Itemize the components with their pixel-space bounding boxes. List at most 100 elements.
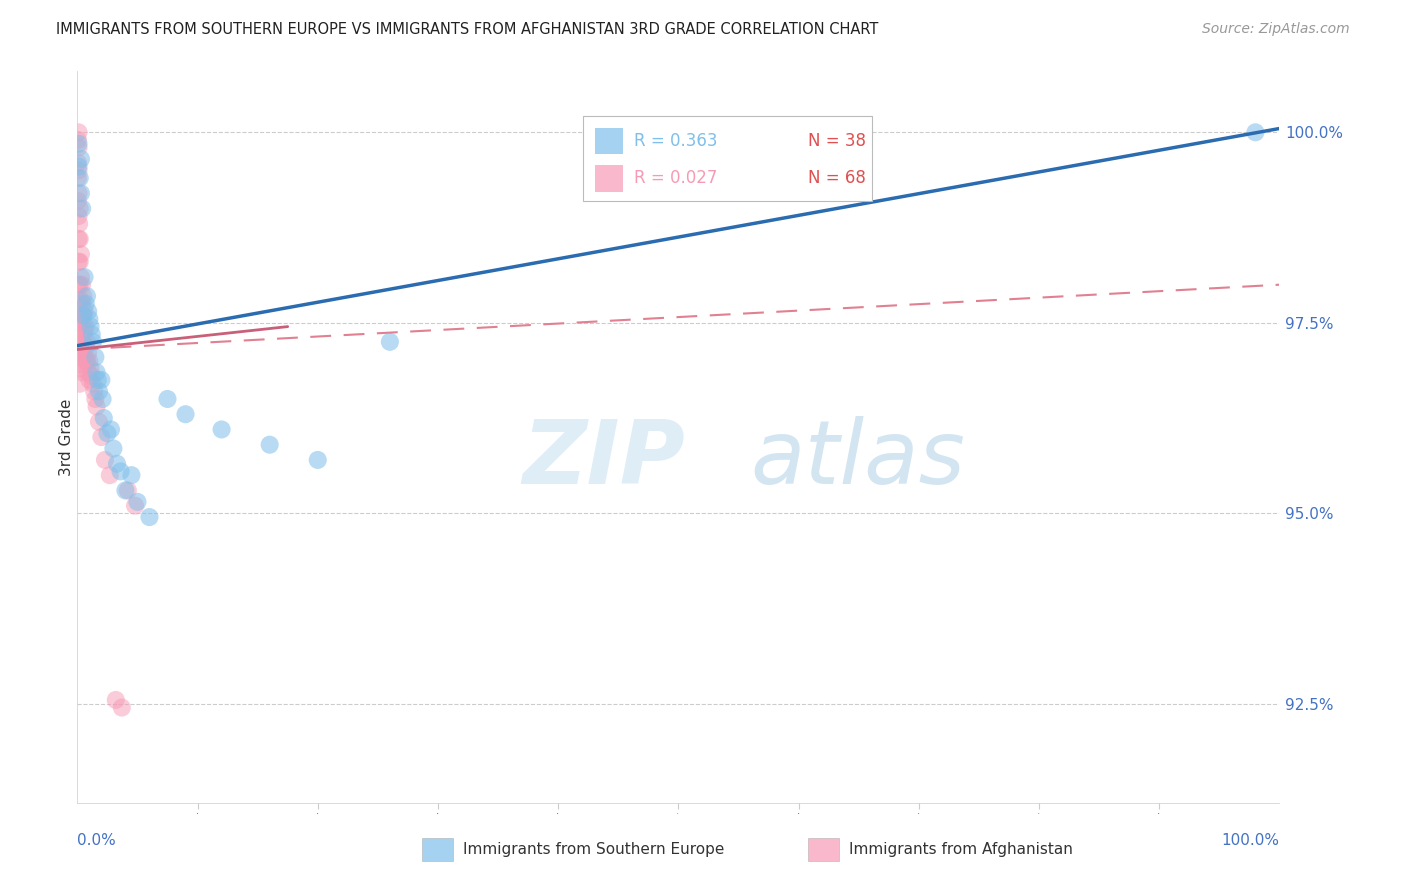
Point: [83, 384, 105, 399]
Point: [67, 140, 90, 154]
Point: [69, 171, 91, 186]
Text: 100.0%: 100.0%: [1222, 833, 1279, 847]
Point: [174, 407, 197, 421]
Point: [110, 464, 132, 478]
Point: [87, 384, 110, 399]
Point: [124, 499, 146, 513]
Text: N = 68: N = 68: [808, 169, 866, 187]
Point: [259, 438, 281, 452]
Point: [69, 376, 91, 391]
Y-axis label: 3rd Grade: 3rd Grade: [59, 399, 73, 475]
Point: [67, 232, 90, 246]
Point: [86, 365, 108, 379]
Point: [79, 361, 101, 376]
Point: [70, 316, 93, 330]
Point: [69, 312, 91, 326]
Text: IMMIGRANTS FROM SOUTHERN EUROPE VS IMMIGRANTS FROM AFGHANISTAN 3RD GRADE CORRELA: IMMIGRANTS FROM SOUTHERN EUROPE VS IMMIG…: [56, 22, 879, 37]
Point: [67, 136, 90, 151]
Text: N = 38: N = 38: [808, 132, 866, 150]
Point: [69, 346, 91, 360]
Point: [86, 400, 108, 414]
Point: [73, 343, 96, 357]
Point: [84, 392, 107, 406]
Point: [98, 468, 121, 483]
Point: [70, 358, 93, 372]
Point: [90, 373, 112, 387]
Point: [70, 343, 93, 357]
Point: [114, 483, 136, 498]
Point: [72, 308, 94, 322]
Point: [378, 334, 401, 349]
Point: [70, 202, 93, 216]
Point: [75, 297, 97, 311]
Point: [70, 152, 93, 166]
Point: [70, 247, 93, 261]
Point: [91, 392, 114, 406]
Point: [80, 369, 103, 384]
Point: [67, 255, 90, 269]
Point: [66, 133, 89, 147]
Point: [67, 217, 90, 231]
Point: [77, 346, 100, 360]
Point: [76, 289, 98, 303]
Text: atlas: atlas: [751, 416, 966, 502]
Point: [70, 350, 93, 364]
Point: [1244, 125, 1267, 139]
Point: [76, 334, 98, 349]
Text: Immigrants from Southern Europe: Immigrants from Southern Europe: [463, 842, 724, 856]
Point: [69, 202, 91, 216]
Point: [73, 323, 96, 337]
Point: [69, 361, 91, 376]
Point: [70, 270, 93, 285]
Text: Immigrants from Afghanistan: Immigrants from Afghanistan: [849, 842, 1073, 856]
Point: [104, 693, 127, 707]
Point: [103, 442, 125, 456]
Point: [67, 160, 90, 174]
Point: [94, 453, 117, 467]
Point: [67, 338, 90, 352]
Point: [70, 334, 93, 349]
Point: [307, 453, 329, 467]
Point: [70, 293, 93, 307]
Point: [93, 411, 115, 425]
Point: [72, 327, 94, 342]
Point: [79, 373, 101, 387]
Point: [73, 270, 96, 285]
Point: [82, 334, 104, 349]
Point: [69, 331, 91, 345]
Point: [66, 171, 89, 186]
Text: ZIP: ZIP: [522, 416, 685, 502]
Point: [67, 277, 90, 292]
Point: [67, 163, 90, 178]
Point: [75, 319, 97, 334]
Point: [70, 327, 93, 342]
Point: [120, 468, 142, 483]
Point: [66, 155, 89, 169]
Point: [66, 194, 89, 208]
Point: [211, 422, 233, 436]
Point: [79, 319, 101, 334]
Point: [70, 312, 93, 326]
Point: [75, 354, 97, 368]
Point: [67, 186, 90, 201]
Point: [69, 297, 91, 311]
Point: [69, 232, 91, 246]
Text: Source: ZipAtlas.com: Source: ZipAtlas.com: [1202, 22, 1350, 37]
Point: [72, 289, 94, 303]
Point: [80, 327, 103, 342]
Point: [70, 186, 93, 201]
Point: [75, 338, 97, 352]
Point: [70, 365, 93, 379]
Point: [87, 415, 110, 429]
Point: [84, 350, 107, 364]
Point: [69, 277, 91, 292]
Point: [138, 510, 160, 524]
Point: [73, 304, 96, 318]
Point: [70, 297, 93, 311]
Text: R = 0.027: R = 0.027: [634, 169, 717, 187]
Point: [76, 354, 98, 368]
Text: 0.0%: 0.0%: [77, 833, 117, 847]
Point: [96, 426, 118, 441]
Point: [67, 316, 90, 330]
Point: [82, 376, 104, 391]
